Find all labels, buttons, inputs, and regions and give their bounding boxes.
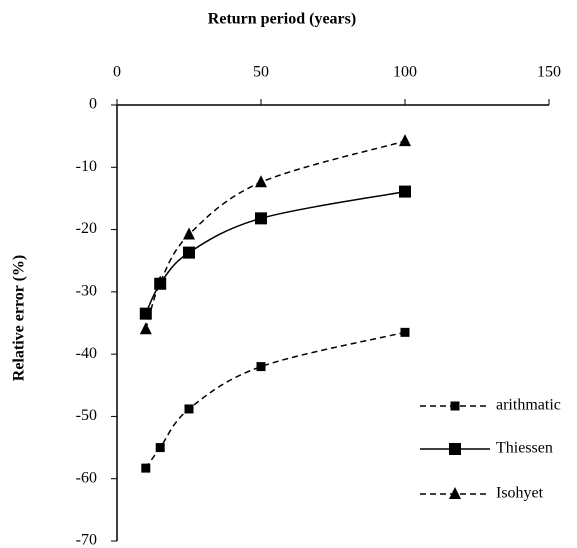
marker — [154, 275, 167, 288]
y-tick-label: -70 — [76, 532, 97, 548]
y-tick-label: -60 — [76, 469, 97, 486]
x-tick-label: 50 — [253, 64, 269, 81]
chart-title: Return period (years) — [208, 11, 356, 28]
marker — [256, 362, 266, 372]
legend-marker — [449, 443, 461, 455]
x-tick-label: 100 — [393, 64, 417, 81]
x-tick-label: 0 — [113, 64, 121, 81]
marker — [184, 404, 194, 414]
x-tick-label: 150 — [537, 64, 561, 81]
legend-marker — [450, 401, 460, 411]
marker — [139, 307, 152, 320]
legend-label: arithmatic — [496, 397, 561, 414]
series-line — [145, 140, 406, 330]
marker — [183, 246, 195, 259]
y-axis-label: Relative error (%) — [11, 255, 28, 381]
marker — [400, 327, 410, 337]
marker — [141, 463, 151, 473]
marker — [399, 134, 411, 147]
legend-marker — [449, 487, 461, 499]
series-line — [145, 331, 406, 469]
legend-label: Thiessen — [496, 440, 553, 457]
legend-label: Isohyet — [496, 485, 544, 502]
y-tick-label: -10 — [76, 158, 97, 175]
marker — [155, 443, 165, 453]
marker — [255, 175, 267, 188]
marker — [399, 185, 411, 198]
marker — [183, 227, 195, 240]
y-tick-label: -20 — [76, 220, 97, 237]
marker — [139, 322, 152, 335]
y-tick-label: -30 — [76, 283, 97, 300]
marker — [255, 212, 267, 225]
y-tick-label: 0 — [89, 96, 97, 113]
y-tick-label: -40 — [76, 345, 97, 362]
y-tick-label: -50 — [76, 407, 97, 424]
